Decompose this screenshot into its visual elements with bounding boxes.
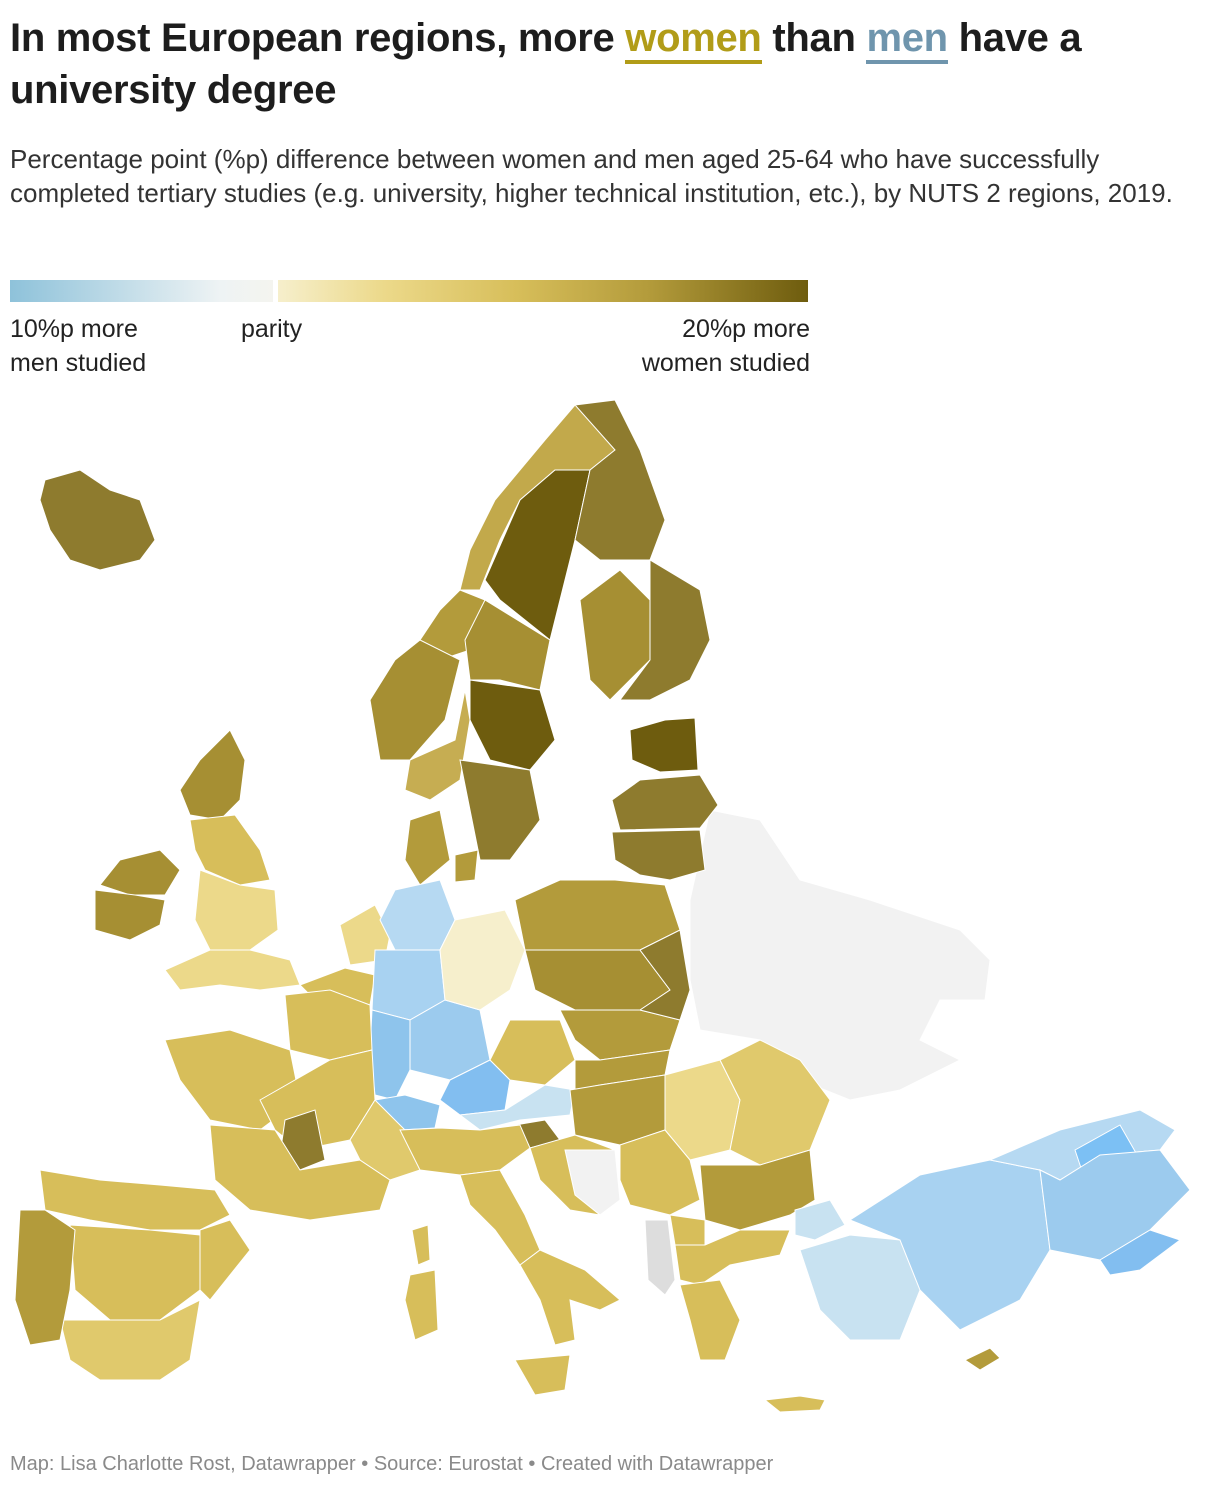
- chart-title: In most European regions, more women tha…: [10, 12, 1200, 116]
- region-france-south: [209, 1124, 391, 1221]
- region-germany-southwest: [369, 1009, 411, 1101]
- region-poland-east: [638, 929, 691, 1021]
- region-sweden-south: [459, 759, 541, 861]
- region-norway-west: [369, 639, 461, 761]
- footer-created: Created with Datawrapper: [540, 1453, 774, 1475]
- color-legend: 10%p more men studied parity 20%p more wom…: [10, 280, 810, 380]
- region-lithuania: [611, 829, 706, 881]
- footer-source: Source: Eurostat: [373, 1453, 523, 1475]
- chart-footer: Map: Lisa Charlotte Rost, Datawrapper • …: [10, 1453, 773, 1476]
- region-corsica: [411, 1224, 431, 1266]
- region-germany-east: [439, 909, 526, 1011]
- footer-separator: •: [522, 1453, 541, 1475]
- region-sweden-central-north: [464, 599, 551, 691]
- title-text: have a university degree: [10, 16, 1082, 112]
- region-spain-central: [69, 1224, 201, 1321]
- chart-subtitle: Percentage point (%p) difference between…: [10, 144, 1173, 208]
- legend-divider: [273, 280, 278, 302]
- legend-label-parity: parity: [241, 315, 303, 343]
- region-crete: [763, 1395, 826, 1413]
- region-sweden-stockholm: [469, 679, 556, 771]
- region-midlands: [194, 869, 279, 951]
- region-northern-england: [189, 814, 271, 886]
- legend-women-gradient: [278, 280, 808, 302]
- region-south-england: [164, 949, 301, 991]
- region-croatia: [529, 1134, 616, 1216]
- region-finland-north: [573, 399, 666, 561]
- region-finland-east: [619, 559, 711, 701]
- legend-men-gradient: [10, 280, 273, 302]
- region-sicily: [514, 1354, 571, 1396]
- region-latvia: [611, 774, 719, 831]
- region-france-north: [284, 989, 373, 1061]
- region-denmark-east: [454, 849, 479, 883]
- region-italy-south: [519, 1249, 621, 1346]
- region-turkey-east: [1039, 1149, 1191, 1261]
- region-ireland-south: [94, 889, 166, 941]
- region-denmark: [404, 809, 451, 886]
- region-sardinia: [404, 1269, 439, 1341]
- region-greece-north: [674, 1229, 791, 1286]
- region-germany-north: [379, 879, 456, 951]
- region-serbia: [619, 1129, 701, 1216]
- region-turkey-southeast: [1099, 1229, 1182, 1276]
- region-cyprus: [963, 1347, 1001, 1371]
- region-north-macedonia: [669, 1214, 706, 1246]
- legend-label-women: 20%p more women studied: [641, 315, 810, 377]
- title-text: than: [761, 16, 867, 60]
- region-nodata-east: [689, 809, 991, 1101]
- region-portugal: [14, 1209, 76, 1346]
- region-ireland-north: [99, 849, 181, 896]
- region-turkey-west: [799, 1234, 921, 1341]
- region-iceland: [39, 469, 156, 571]
- region-italy-north: [399, 1124, 531, 1176]
- title-women-highlight: women: [625, 16, 762, 64]
- legend-label-men: 10%p more men studied: [10, 315, 147, 377]
- region-spain-north: [39, 1169, 231, 1231]
- title-text: In most European regions, more: [10, 16, 626, 60]
- region-greece-south: [679, 1279, 741, 1361]
- region-poland-north: [514, 879, 681, 951]
- footer-separator: •: [355, 1453, 374, 1475]
- region-estonia: [629, 717, 699, 773]
- region-nodata-albania: [644, 1219, 676, 1296]
- region-turkey-thrace: [794, 1199, 846, 1241]
- footer-credit: Map: Lisa Charlotte Rost, Datawrapper: [10, 1453, 356, 1475]
- region-sweden-north: [484, 469, 591, 641]
- region-spain-south: [59, 1299, 201, 1381]
- region-spain-east: [199, 1219, 251, 1301]
- europe-choropleth-map: [14, 399, 1191, 1413]
- region-norway-south: [404, 689, 471, 801]
- region-turkey-central: [848, 1159, 1051, 1331]
- title-men-highlight: men: [866, 16, 948, 64]
- region-scotland: [179, 729, 246, 821]
- region-italy-central: [459, 1169, 541, 1266]
